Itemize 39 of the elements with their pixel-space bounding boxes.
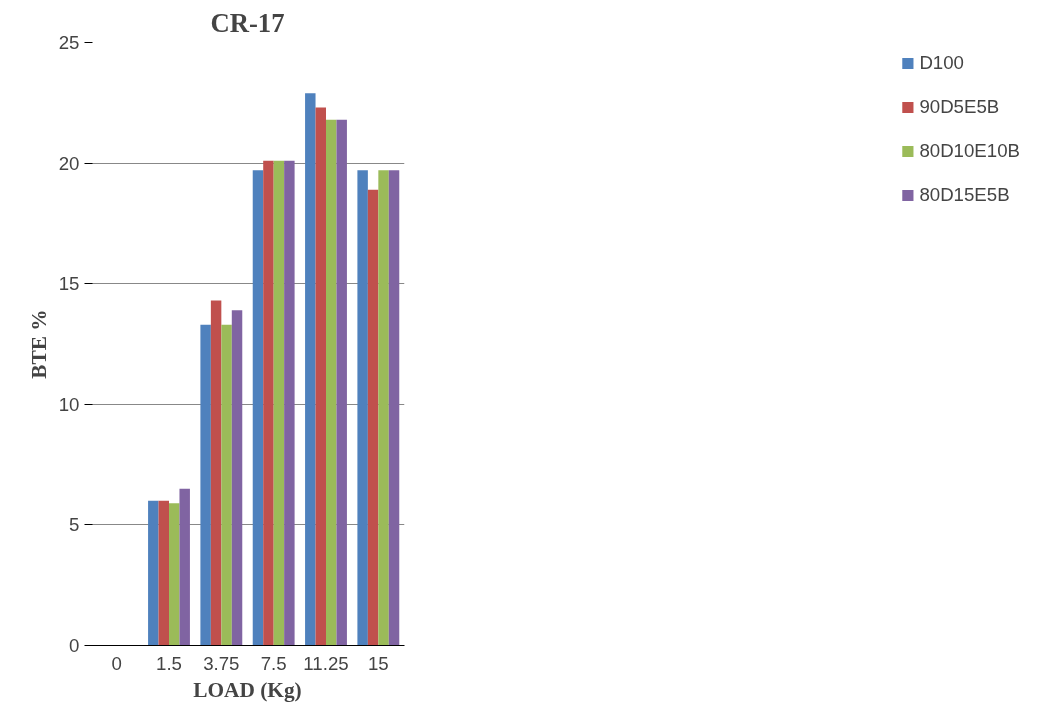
bar: [357, 170, 368, 646]
bar: [263, 160, 274, 646]
y-tick-label: 5: [69, 514, 80, 536]
bar: [273, 160, 285, 646]
bar: [284, 160, 295, 646]
bar: [378, 170, 389, 646]
x-tick-label: 15: [367, 652, 389, 674]
y-tick-label: 10: [58, 393, 80, 415]
bar: [336, 119, 347, 646]
bar: [158, 500, 169, 646]
x-axis-title: LOAD (Kg): [193, 677, 302, 702]
chart-title: CR-17: [210, 7, 285, 38]
x-tick-label: 1.5: [156, 652, 182, 674]
legend-label: 90D5E5B: [919, 96, 1000, 118]
y-tick-label: 0: [69, 635, 80, 656]
bar: [326, 119, 337, 646]
bar: [252, 170, 264, 646]
x-tick-label: 7.5: [260, 652, 287, 674]
x-tick-label: 0: [111, 652, 122, 674]
legend-label: 80D10E10B: [919, 140, 1020, 162]
x-tick-label: 3.75: [203, 652, 240, 674]
bar: [305, 93, 316, 646]
bar: [210, 300, 222, 646]
bar: [315, 107, 326, 646]
y-axis-title: BTE %: [26, 309, 51, 379]
bar: [367, 189, 379, 646]
legend-label: 80D15E5B: [919, 184, 1010, 206]
bar: [388, 170, 400, 646]
y-tick-label: 15: [58, 273, 80, 295]
bar: [221, 324, 232, 646]
bar: [179, 488, 190, 646]
y-tick-label: 25: [58, 32, 80, 53]
x-tick-label: 11.25: [303, 652, 349, 674]
legend-label: D100: [919, 52, 964, 74]
bar: [231, 310, 243, 646]
y-tick-label: 20: [58, 152, 80, 174]
bar: [169, 503, 180, 646]
bar: [148, 500, 159, 646]
bar: [200, 324, 211, 646]
